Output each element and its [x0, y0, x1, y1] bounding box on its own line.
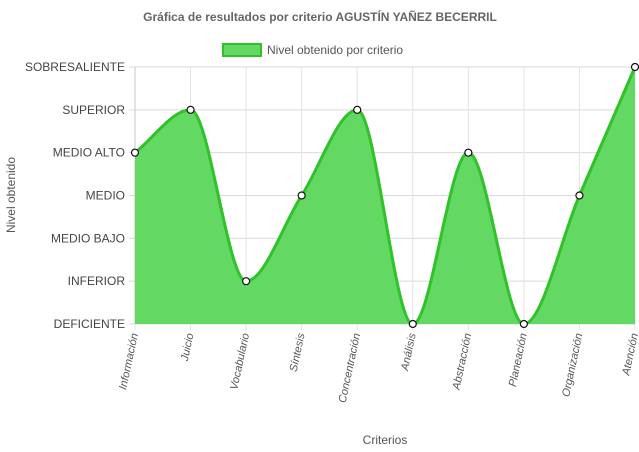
legend-swatch	[222, 43, 262, 57]
x-tick-label: Información	[117, 332, 141, 391]
x-tick-label: Abstracción	[450, 332, 474, 392]
x-tick-label: Atención	[620, 332, 639, 377]
x-tick-label: Organización	[560, 332, 585, 398]
data-point[interactable]	[242, 277, 251, 286]
data-point[interactable]	[575, 191, 584, 200]
series-line	[134, 66, 637, 326]
y-tick-label: MEDIO BAJO	[51, 231, 125, 245]
x-tick-label: Juicio	[179, 332, 197, 363]
x-tick-label: Concentración	[337, 332, 363, 404]
data-point[interactable]	[519, 319, 528, 329]
y-tick-label: INFERIOR	[68, 274, 126, 288]
x-tick-label: Planeación	[507, 332, 530, 388]
data-point[interactable]	[130, 148, 140, 157]
y-tick-label: DEFICIENTE	[54, 317, 125, 331]
y-tick-label: MEDIO ALTO	[53, 146, 125, 160]
chart-title: Gráfica de resultados por criterio AGUST…	[143, 9, 497, 24]
y-axis-label: Nivel obtenido	[4, 157, 18, 233]
x-tick-label: Síntesis	[288, 332, 308, 373]
x-axis-label: Criterios	[363, 433, 408, 447]
series-area	[135, 67, 635, 324]
y-tick-label: SUPERIOR	[62, 103, 125, 117]
data-point[interactable]	[297, 191, 306, 200]
x-tick-label: Análisis	[399, 332, 419, 373]
y-tick-label: MEDIO	[86, 189, 125, 203]
data-point[interactable]	[186, 105, 195, 114]
data-point[interactable]	[408, 319, 417, 329]
data-point[interactable]	[630, 62, 639, 72]
y-axis-ticks: DEFICIENTE INFERIOR MEDIO BAJO MEDIO MEDIO A…	[25, 60, 125, 331]
y-tick-label: SOBRESALIENTE	[25, 60, 125, 74]
x-axis-ticks: Información Juicio Vocabulario Síntesis Conc…	[117, 332, 639, 404]
data-point[interactable]	[464, 148, 473, 157]
x-tick-label: Vocabulario	[228, 332, 252, 391]
legend-label: Nivel obtenido por criterio	[267, 43, 403, 57]
data-point[interactable]	[353, 105, 362, 114]
data-points	[130, 62, 639, 329]
legend[interactable]: Nivel obtenido por criterio	[222, 43, 403, 57]
